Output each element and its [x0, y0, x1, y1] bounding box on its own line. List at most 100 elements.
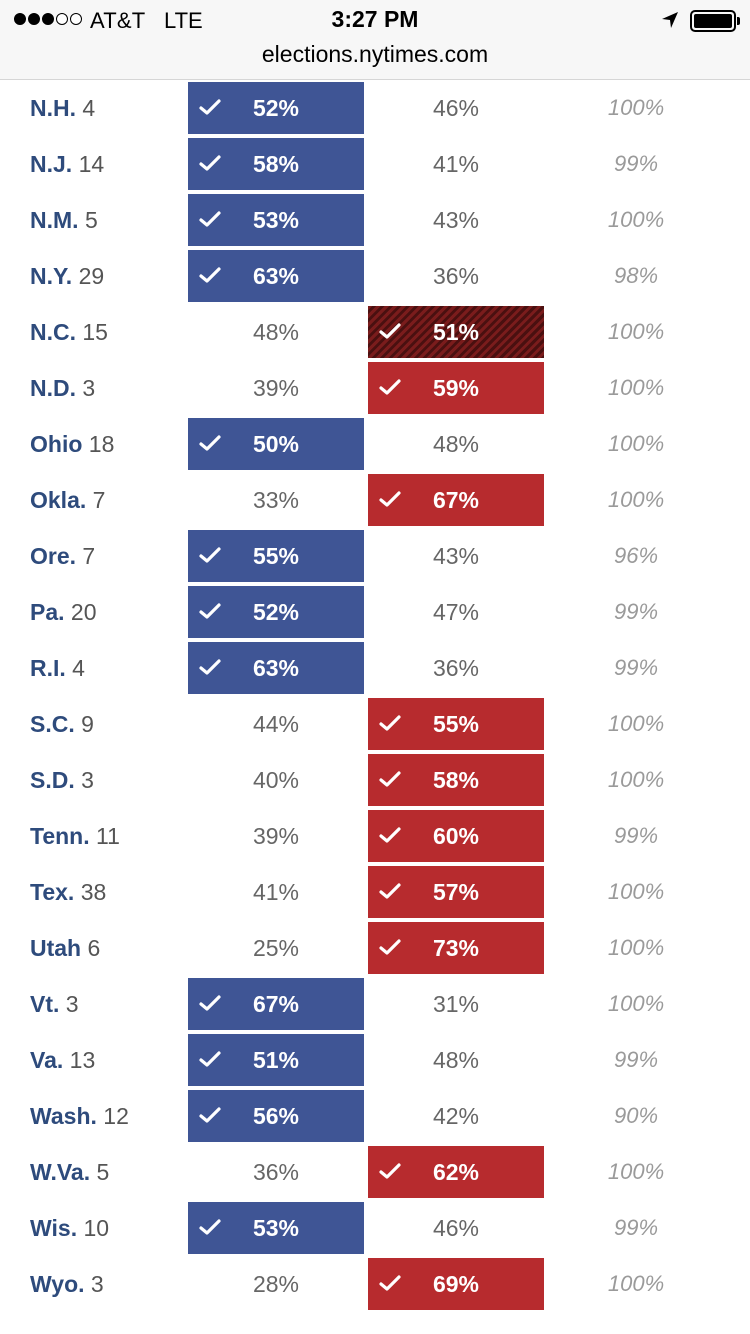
- rep-share-value: 73%: [432, 935, 480, 961]
- dem-share-cell: 58%: [188, 138, 364, 190]
- signal-dot: [70, 13, 82, 25]
- rep-share-value: 59%: [432, 375, 480, 401]
- dem-share-cell: 52%: [188, 82, 364, 134]
- dem-share-cell: 50%: [188, 418, 364, 470]
- table-row: Okla. 7 33% 67% 100%: [0, 474, 750, 530]
- electoral-votes: 15: [82, 319, 108, 345]
- dem-share-value: 63%: [252, 655, 300, 681]
- rep-share-value: 42%: [432, 1103, 480, 1129]
- table-row: R.I. 4 63% 36% 99%: [0, 642, 750, 698]
- electoral-votes: 5: [84, 207, 98, 233]
- rep-share-value: 60%: [432, 823, 480, 849]
- table-row: Ore. 7 55% 43% 96%: [0, 530, 750, 586]
- percent-reporting: 99%: [613, 823, 659, 848]
- electoral-votes: 9: [81, 711, 94, 737]
- dem-share-cell: 53%: [188, 1202, 364, 1254]
- rep-share-cell: 73%: [368, 922, 544, 974]
- electoral-votes: 7: [92, 487, 106, 513]
- electoral-votes: 3: [82, 375, 96, 401]
- state-label: N.M. 5: [30, 194, 98, 246]
- percent-reporting: 100%: [607, 935, 665, 960]
- dem-share-value: 44%: [252, 711, 300, 737]
- location-arrow-icon: [661, 11, 679, 29]
- rep-share-cell: 60%: [368, 810, 544, 862]
- rep-share-cell: 62%: [368, 1146, 544, 1198]
- rep-share-cell: 36%: [368, 250, 544, 302]
- table-row: Utah 6 25% 73% 100%: [0, 922, 750, 978]
- percent-reporting: 100%: [607, 207, 665, 232]
- rep-share-cell: 57%: [368, 866, 544, 918]
- percent-reporting: 90%: [613, 1103, 659, 1128]
- state-name: N.J.: [30, 151, 73, 177]
- state-name: N.H.: [30, 95, 76, 121]
- signal-dot: [42, 13, 54, 25]
- browser-top-bar: AT&T LTE 3:27 PM elections.nytimes.com: [0, 0, 750, 80]
- dem-share-value: 41%: [252, 879, 300, 905]
- signal-dot: [28, 13, 40, 25]
- table-row: Va. 13 51% 48% 99%: [0, 1034, 750, 1090]
- electoral-votes: 4: [82, 95, 96, 121]
- check-icon: [198, 1215, 222, 1239]
- percent-reporting: 98%: [613, 263, 659, 288]
- address-bar-url[interactable]: elections.nytimes.com: [261, 41, 489, 67]
- check-icon: [378, 487, 402, 511]
- state-label: Tenn. 11: [30, 810, 120, 862]
- dem-share-cell: 55%: [188, 530, 364, 582]
- rep-share-cell: 43%: [368, 194, 544, 246]
- table-row: N.D. 3 39% 59% 100%: [0, 362, 750, 418]
- state-name: Tex.: [30, 879, 75, 905]
- table-row: N.M. 5 53% 43% 100%: [0, 194, 750, 250]
- rep-share-value: 46%: [432, 95, 480, 121]
- rep-share-value: 47%: [432, 599, 480, 625]
- rep-share-value: 41%: [432, 151, 480, 177]
- check-icon: [378, 375, 402, 399]
- electoral-votes: 3: [81, 767, 94, 793]
- state-name: Va.: [30, 1047, 64, 1073]
- dem-share-value: 51%: [252, 1047, 300, 1073]
- state-name: Tenn.: [30, 823, 90, 849]
- check-icon: [378, 823, 402, 847]
- state-name: Ohio: [30, 431, 83, 457]
- state-label: Tex. 38: [30, 866, 106, 918]
- percent-reporting: 100%: [607, 319, 665, 344]
- check-icon: [198, 1047, 222, 1071]
- battery-tip: [737, 17, 740, 25]
- state-name: R.I.: [30, 655, 66, 681]
- signal-dot: [14, 13, 26, 25]
- dem-share-value: 33%: [252, 487, 300, 513]
- dem-share-cell: 40%: [188, 754, 364, 806]
- state-label: N.D. 3: [30, 362, 95, 414]
- dem-share-cell: 36%: [188, 1146, 364, 1198]
- rep-share-value: 69%: [432, 1271, 480, 1297]
- table-row: N.Y. 29 63% 36% 98%: [0, 250, 750, 306]
- table-row: Wyo. 3 28% 69% 100%: [0, 1258, 750, 1314]
- check-icon: [198, 207, 222, 231]
- dem-share-value: 55%: [252, 543, 300, 569]
- rep-share-cell: 42%: [368, 1090, 544, 1142]
- rep-share-value: 67%: [432, 487, 480, 513]
- state-name: Wash.: [30, 1103, 97, 1129]
- table-row: Wash. 12 56% 42% 90%: [0, 1090, 750, 1146]
- network-type-label: LTE: [164, 8, 203, 33]
- state-label: Wash. 12: [30, 1090, 129, 1142]
- rep-share-value: 43%: [432, 207, 480, 233]
- rep-share-cell: 46%: [368, 82, 544, 134]
- check-icon: [198, 263, 222, 287]
- dem-share-value: 25%: [252, 935, 300, 961]
- check-icon: [198, 95, 222, 119]
- dem-share-cell: 44%: [188, 698, 364, 750]
- rep-share-cell: 36%: [368, 642, 544, 694]
- check-icon: [378, 1271, 402, 1295]
- rep-share-cell: 31%: [368, 978, 544, 1030]
- state-name: Ore.: [30, 543, 77, 569]
- state-label: Pa. 20: [30, 586, 97, 638]
- percent-reporting: 100%: [607, 711, 665, 736]
- table-row: Pa. 20 52% 47% 99%: [0, 586, 750, 642]
- check-icon: [198, 655, 222, 679]
- table-row: S.C. 9 44% 55% 100%: [0, 698, 750, 754]
- state-label: Wyo. 3: [30, 1258, 104, 1310]
- state-label: Ohio 18: [30, 418, 114, 470]
- percent-reporting: 99%: [613, 599, 659, 624]
- rep-share-value: 46%: [432, 1215, 480, 1241]
- dem-share-value: 52%: [252, 599, 300, 625]
